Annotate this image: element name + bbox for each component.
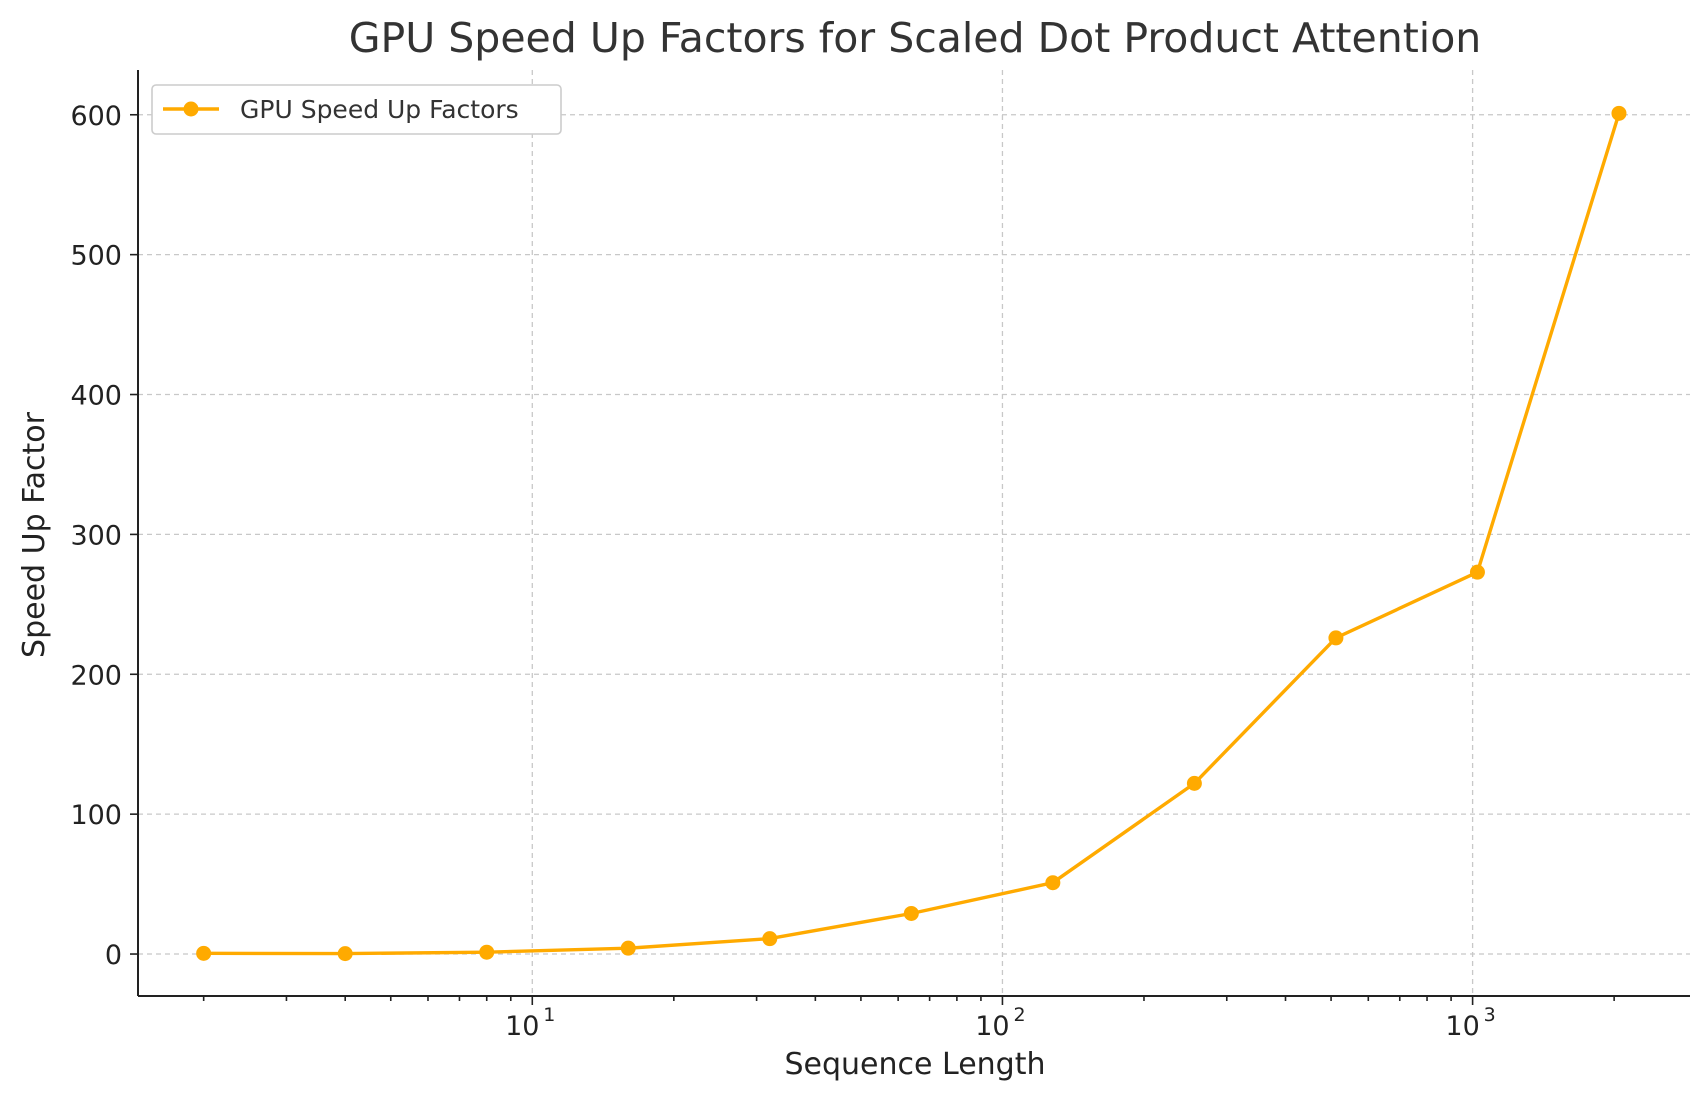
- grid: [138, 70, 1690, 996]
- x-tick-label: 10: [1445, 1011, 1479, 1042]
- legend: GPU Speed Up Factors: [151, 84, 562, 135]
- x-tick-exponent: 1: [543, 1004, 555, 1026]
- x-tick-label: 10: [505, 1011, 539, 1042]
- y-tick-label: 500: [70, 241, 122, 272]
- data-point: [903, 905, 919, 921]
- data-point: [1186, 775, 1202, 791]
- data-point: [1469, 564, 1485, 580]
- data-point: [1611, 105, 1627, 121]
- data-point: [337, 946, 353, 962]
- data-point: [762, 931, 778, 947]
- data-point: [1045, 875, 1061, 891]
- data-point: [479, 944, 495, 960]
- legend-marker-swatch: [183, 101, 199, 117]
- data-point: [196, 945, 212, 961]
- y-tick-label: 200: [70, 660, 122, 691]
- x-tick-exponent: 3: [1484, 1004, 1496, 1026]
- legend-frame: [151, 84, 562, 135]
- y-axis-label: Speed Up Factor: [17, 411, 52, 658]
- series-line: [203, 112, 1621, 956]
- x-tick-label: 10: [975, 1011, 1009, 1042]
- data-point: [1328, 630, 1344, 646]
- series: [196, 105, 1627, 962]
- y-tick-label: 100: [70, 800, 122, 831]
- y-tick-label: 300: [70, 520, 122, 551]
- x-axis-label: Sequence Length: [785, 1047, 1046, 1082]
- y-tick-label: 600: [70, 101, 122, 132]
- x-tick-exponent: 2: [1013, 1004, 1025, 1026]
- axes: [137, 70, 1690, 997]
- data-point: [620, 940, 636, 956]
- legend-label: GPU Speed Up Factors: [240, 95, 519, 124]
- chart-title: GPU Speed Up Factors for Scaled Dot Prod…: [349, 14, 1482, 62]
- y-tick-label: 400: [70, 381, 122, 412]
- y-tick-label: 0: [105, 940, 122, 971]
